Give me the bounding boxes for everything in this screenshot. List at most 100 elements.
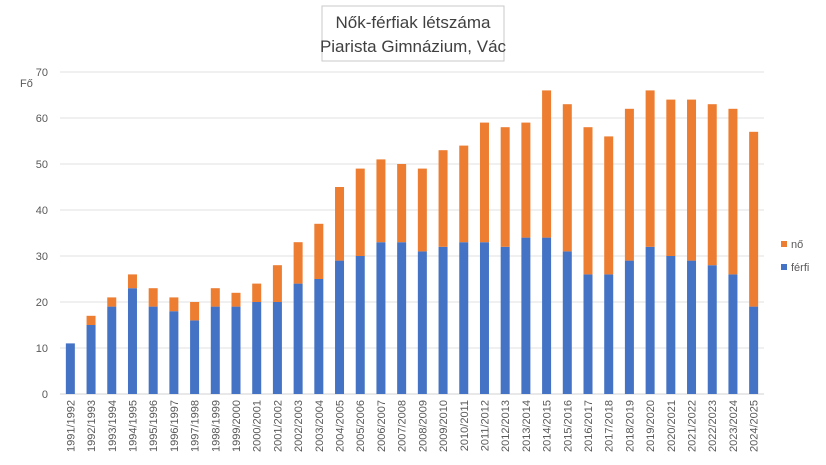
bar-ferfi <box>459 242 469 394</box>
bar-ferfi <box>749 306 759 394</box>
bar-no <box>521 122 531 238</box>
y-tick-label: 40 <box>36 205 48 217</box>
bar-no <box>479 122 489 243</box>
x-axis-ticks: 1991/1992 1992/1993 1993/1994 1994/1995 1995… <box>65 400 760 452</box>
bar-no <box>562 104 572 252</box>
bar-ferfi <box>479 242 489 394</box>
bar-ferfi <box>604 274 614 394</box>
bar-ferfi <box>252 302 262 394</box>
y-tick-label: 70 <box>36 67 48 79</box>
x-tick-label: 1993/1994 <box>107 400 119 452</box>
legend: nő férfi <box>781 239 809 274</box>
y-tick-label: 0 <box>42 389 48 401</box>
x-tick-label: 1991/1992 <box>65 400 77 452</box>
bar-no <box>500 127 510 247</box>
bars <box>65 90 759 394</box>
bar-ferfi <box>127 288 137 394</box>
x-tick-label: 1994/1995 <box>127 400 139 452</box>
y-tick-label: 30 <box>36 251 48 263</box>
bar-no <box>459 145 469 243</box>
bar-ferfi <box>728 274 738 394</box>
legend-swatch <box>781 241 787 247</box>
bar-ferfi <box>583 274 593 394</box>
legend-item-no: nő <box>781 239 803 251</box>
bar-no <box>645 90 655 247</box>
bar-ferfi <box>272 302 282 394</box>
bar-ferfi <box>335 260 345 394</box>
bar-no <box>335 187 345 261</box>
x-tick-label: 2011/2012 <box>479 400 491 451</box>
bar-ferfi <box>169 311 179 394</box>
bar-no <box>148 288 158 307</box>
bar-no <box>604 136 614 275</box>
bar-no <box>417 168 427 252</box>
bar-no <box>210 288 220 307</box>
bar-ferfi <box>542 237 552 394</box>
x-tick-label: 2001/2002 <box>272 400 284 452</box>
bar-ferfi <box>190 320 200 394</box>
bar-no <box>314 223 324 279</box>
x-tick-label: 2019/2020 <box>645 400 657 452</box>
bar-ferfi <box>500 246 510 394</box>
x-tick-label: 1996/1997 <box>169 400 181 452</box>
bar-no <box>376 159 386 243</box>
x-tick-label: 2012/2013 <box>500 400 512 452</box>
bar-no <box>687 99 697 261</box>
bar-no <box>707 104 717 266</box>
legend-swatch <box>781 264 787 270</box>
bar-ferfi <box>417 251 427 394</box>
bar-no <box>86 315 96 325</box>
x-tick-label: 1999/2000 <box>231 400 243 452</box>
bar-ferfi <box>210 306 220 394</box>
chart-title-line1: Nők-férfiak létszáma <box>336 13 491 32</box>
title-box <box>321 5 505 62</box>
x-tick-label: 2020/2021 <box>666 400 678 452</box>
bar-ferfi <box>314 279 324 394</box>
x-tick-label: 2002/2003 <box>293 400 305 452</box>
x-tick-label: 2024/2025 <box>749 400 761 452</box>
x-tick-label: 1997/1998 <box>190 400 202 452</box>
x-tick-label: 2003/2004 <box>314 400 326 452</box>
y-axis-ticks: 0 10 20 30 40 50 60 70 <box>36 67 48 401</box>
bar-ferfi <box>65 343 75 394</box>
x-tick-label: 2010/2011 <box>459 400 471 451</box>
x-tick-label: 1998/1999 <box>210 400 222 452</box>
x-tick-label: 2004/2005 <box>335 400 347 452</box>
bar-no <box>127 274 137 289</box>
bar-ferfi <box>707 265 717 394</box>
bar-no <box>583 127 593 275</box>
bar-ferfi <box>231 306 241 394</box>
x-tick-label: 2006/2007 <box>376 400 388 452</box>
bar-no <box>624 108 634 261</box>
bar-no <box>293 242 303 284</box>
x-tick-label: 2017/2018 <box>604 400 616 452</box>
x-tick-label: 2022/2023 <box>707 400 719 452</box>
bar-ferfi <box>666 256 676 394</box>
legend-item-ferfi: férfi <box>781 262 809 274</box>
bar-no <box>107 297 117 307</box>
bar-no <box>542 90 552 238</box>
y-axis-unit-label: Fő <box>20 78 33 90</box>
x-tick-label: 2013/2014 <box>521 400 533 452</box>
x-tick-label: 2021/2022 <box>687 400 699 452</box>
bar-ferfi <box>521 237 531 394</box>
bar-ferfi <box>645 246 655 394</box>
bar-no <box>438 150 448 247</box>
y-tick-label: 20 <box>36 297 48 309</box>
legend-label: férfi <box>791 262 809 274</box>
bar-ferfi <box>376 242 386 394</box>
bar-no <box>231 292 241 307</box>
bar-ferfi <box>397 242 407 394</box>
x-tick-label: 2005/2006 <box>355 400 367 452</box>
bar-no <box>169 297 179 312</box>
bar-no <box>252 283 262 302</box>
x-tick-label: 2008/2009 <box>417 400 429 452</box>
y-tick-label: 10 <box>36 343 48 355</box>
gridlines <box>60 71 764 395</box>
bar-no <box>397 164 407 243</box>
chart-title-line2: Piarista Gimnázium, Vác <box>320 37 507 56</box>
bar-ferfi <box>438 246 448 394</box>
x-tick-label: 2000/2001 <box>252 400 264 452</box>
